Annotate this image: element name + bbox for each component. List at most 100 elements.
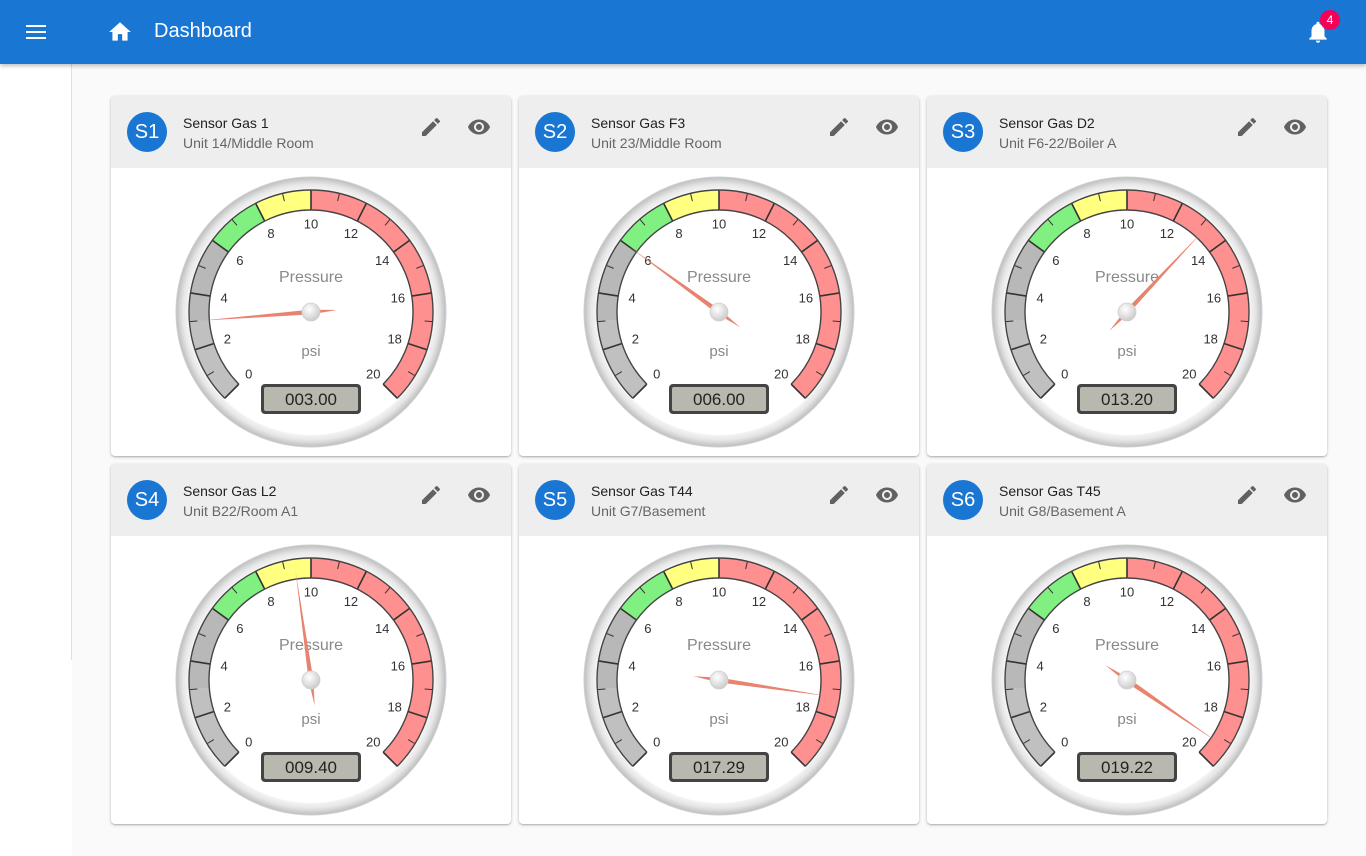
- gauge-tick: [384, 218, 391, 226]
- gauge-tick: [1172, 570, 1184, 590]
- gauge-tick: [764, 570, 776, 590]
- gauge-tick: [764, 202, 776, 222]
- gauge-zone: [1127, 558, 1249, 767]
- gauge-tick-label: 20: [1182, 367, 1196, 382]
- gauge-arc: [188, 557, 434, 767]
- gauge-tick: [407, 710, 428, 719]
- gauge-tick: [424, 320, 433, 323]
- visibility-icon[interactable]: [467, 483, 491, 507]
- sensor-avatar: S6: [943, 480, 983, 520]
- sensor-name: Sensor Gas D2: [999, 115, 1095, 131]
- visibility-icon[interactable]: [1283, 483, 1307, 507]
- lcd-screen: [264, 755, 358, 779]
- visibility-icon[interactable]: [467, 115, 491, 139]
- gauge-tick-label: 8: [267, 226, 274, 241]
- lcd-screen: [1080, 755, 1174, 779]
- sensor-avatar: S5: [535, 480, 575, 520]
- gauge-zone: [597, 240, 637, 322]
- gauge-zone: [212, 203, 265, 253]
- gauge-zone: [1127, 190, 1249, 399]
- gauge-tick-label: 20: [1182, 735, 1196, 750]
- gauge-tick: [416, 264, 424, 269]
- gauge-zone: [597, 688, 647, 767]
- gauge-unit: psi: [301, 343, 320, 360]
- sensor-card: S6 Sensor Gas T45 Unit G8/Basement A 0 2 4…: [927, 464, 1327, 824]
- edit-icon[interactable]: [419, 483, 443, 507]
- gauge-arc: [596, 557, 842, 767]
- gauge-tick: [639, 218, 646, 226]
- visibility-icon[interactable]: [1283, 115, 1307, 139]
- gauge-tick: [1223, 342, 1244, 351]
- lcd-screen: [1080, 387, 1174, 411]
- gauge-tick: [1200, 586, 1207, 594]
- gauge-hub: [1117, 670, 1137, 690]
- menu-icon[interactable]: [20, 20, 52, 44]
- page-title: Dashboard: [154, 20, 252, 42]
- gauge-tick: [1209, 607, 1227, 621]
- gauge-tick: [801, 607, 819, 621]
- gauge-tick-label: 16: [799, 659, 813, 674]
- gauge-tick: [690, 193, 693, 202]
- gauge-tick: [393, 607, 411, 621]
- gauge-tick-label: 8: [1083, 226, 1090, 241]
- gauge-tick: [382, 751, 398, 767]
- card-header: S3 Sensor Gas D2 Unit F6-22/Boiler A: [927, 96, 1327, 168]
- side-drawer-lower: [0, 660, 72, 856]
- gauge-tick: [231, 218, 238, 226]
- gauge-label: Pressure: [279, 637, 343, 654]
- gauge-tick: [745, 193, 748, 202]
- edit-icon[interactable]: [827, 483, 851, 507]
- gauge-tick: [1223, 710, 1244, 719]
- visibility-icon[interactable]: [875, 483, 899, 507]
- gauge-arc: [208, 209, 414, 385]
- gauge-label: Pressure: [1095, 637, 1159, 654]
- gauge-tick-label: 4: [220, 291, 227, 306]
- gauge-tick-label: 8: [675, 594, 682, 609]
- gauge-arc: [1004, 189, 1250, 399]
- sensor-location: Unit F6-22/Boiler A: [999, 135, 1117, 151]
- gauge-tick: [382, 383, 398, 399]
- visibility-icon[interactable]: [875, 115, 899, 139]
- gauge-tick: [211, 607, 229, 621]
- gauge-tick: [1040, 383, 1056, 399]
- edit-icon[interactable]: [1235, 483, 1259, 507]
- gauge-tick-label: 0: [1061, 735, 1068, 750]
- gauge-tick-label: 2: [1040, 700, 1047, 715]
- card-header: S6 Sensor Gas T45 Unit G8/Basement A: [927, 464, 1327, 536]
- gauge-tick: [282, 561, 285, 570]
- gauge-arc: [188, 189, 434, 399]
- gauge-label: Pressure: [687, 269, 751, 286]
- gauge-label: Pressure: [279, 269, 343, 286]
- gauge-tick: [632, 751, 648, 767]
- lcd-value: 006.00: [693, 390, 745, 409]
- edit-icon[interactable]: [419, 115, 443, 139]
- gauge-tick: [824, 632, 832, 637]
- edit-icon[interactable]: [827, 115, 851, 139]
- home-icon[interactable]: [107, 19, 133, 45]
- gauge-tick: [411, 660, 432, 665]
- sensor-avatar: S1: [127, 112, 167, 152]
- gauge-tick: [792, 218, 799, 226]
- gauge-zone: [1005, 688, 1055, 767]
- gauge-tick: [1040, 751, 1056, 767]
- gauge-arc: [616, 209, 822, 385]
- edit-icon[interactable]: [1235, 115, 1259, 139]
- gauge-tick: [598, 292, 619, 297]
- gauge-tick: [815, 710, 836, 719]
- gauge-tick: [282, 193, 285, 202]
- gauge-tick: [189, 320, 198, 323]
- gauge-tick: [662, 202, 674, 222]
- gauge-tick-label: 2: [224, 332, 231, 347]
- gauge-tick: [790, 383, 806, 399]
- gauge-tick: [606, 264, 614, 269]
- gauge-tick: [614, 371, 623, 377]
- gauge-tick-label: 4: [220, 659, 227, 674]
- gauge-tick: [1232, 264, 1240, 269]
- gauge-tick-label: 14: [1191, 253, 1205, 268]
- gauge-zone: [311, 558, 433, 767]
- gauge-tick: [832, 320, 841, 323]
- gauge-tick: [424, 688, 433, 691]
- gauge-tick: [1014, 632, 1022, 637]
- gauge-tick: [1047, 586, 1054, 594]
- gauge-tick: [190, 660, 211, 665]
